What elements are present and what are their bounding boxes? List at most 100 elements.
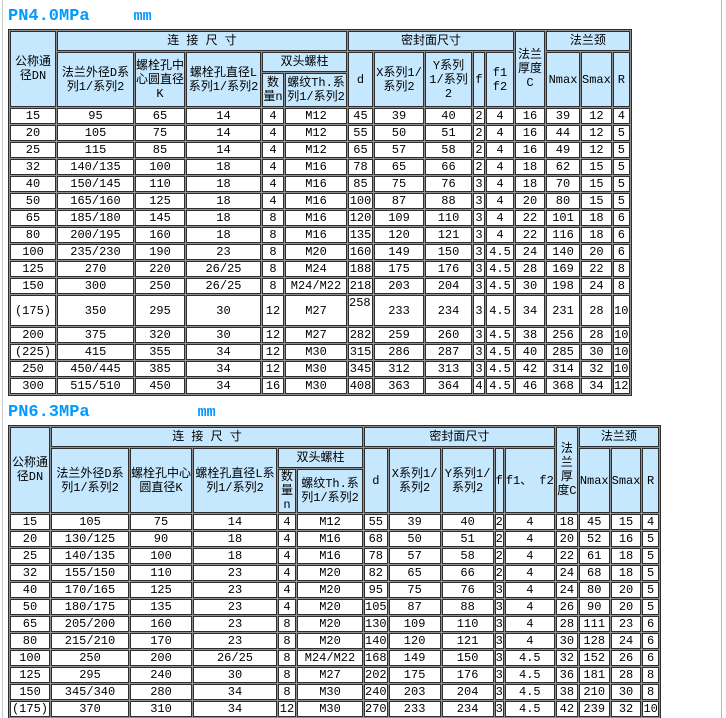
table-cell: 32 xyxy=(555,650,578,666)
table-cell: 355 xyxy=(135,344,185,360)
table-cell: 6 xyxy=(612,227,630,243)
table-cell: 4 xyxy=(262,193,284,209)
table-cell: 4 xyxy=(486,227,514,243)
table-row: 25 140/135 100 18 4 M16 78 57 58 2 4 22 61 18 5 xyxy=(10,548,659,564)
table-cell: 62 xyxy=(546,159,580,175)
table-cell: 4 xyxy=(504,565,555,581)
table-cell: M16 xyxy=(285,159,347,175)
table-cell: 22 xyxy=(515,227,545,243)
table-cell: 140 xyxy=(364,633,388,649)
table-cell: 24 xyxy=(555,582,578,598)
table-cell: 350 xyxy=(57,295,134,326)
table-cell: 120 xyxy=(374,227,424,243)
table-cell: M12 xyxy=(285,142,347,158)
table-cell: 200/195 xyxy=(57,227,134,243)
table-row: 300 515/510 450 34 16 M30 408 363 364 4 4.5 46 368 34… xyxy=(10,378,630,394)
table-cell: 204 xyxy=(425,278,472,294)
table-cell: 14 xyxy=(186,108,261,124)
table-cell: 23 xyxy=(186,244,261,260)
table-cell: 4.5 xyxy=(486,361,514,377)
table-cell: 22 xyxy=(581,261,612,277)
table-cell: M20 xyxy=(297,633,363,649)
table-cell: 16 xyxy=(515,125,545,141)
table-cell: 200 xyxy=(10,327,56,343)
table-cell: 120 xyxy=(388,633,441,649)
table-cell: 34 xyxy=(515,295,545,326)
table-cell: 5 xyxy=(642,565,659,581)
table-cell: 28 xyxy=(610,667,642,683)
table-cell: M12 xyxy=(285,108,347,124)
table-cell: 85 xyxy=(135,142,185,158)
table-cell: 23 xyxy=(193,582,277,598)
table-cell: 20 xyxy=(10,125,56,141)
table-cell: 66 xyxy=(441,565,494,581)
table-cell: 40 xyxy=(10,176,56,192)
table-cell: 125 xyxy=(10,667,50,683)
table-row: 50 165/160 125 18 4 M16 100 87 88 3 4 20 80 15 5 xyxy=(10,193,630,209)
table-cell: 110 xyxy=(135,176,185,192)
table-cell: 363 xyxy=(374,378,424,394)
table-cell: 40 xyxy=(515,344,545,360)
table-cell: M24/M22 xyxy=(285,278,347,294)
table-cell: 150 xyxy=(425,244,472,260)
table-row: 65 205/200 160 23 8 M20 130 109 110 3 4 28 111 23 6 xyxy=(10,616,659,632)
table-cell: 87 xyxy=(388,599,441,615)
table-cell: M30 xyxy=(285,378,347,394)
table-cell: 121 xyxy=(425,227,472,243)
table-cell: 203 xyxy=(388,684,441,700)
table-cell: 51 xyxy=(425,125,472,141)
col-header-y: Y系列1/系列2 xyxy=(425,52,472,107)
table-cell: 90 xyxy=(130,531,192,547)
table-cell: 4 xyxy=(504,599,555,615)
table-cell: 256 xyxy=(546,327,580,343)
table-cell: 100 xyxy=(130,548,192,564)
table-cell: 12 xyxy=(262,295,284,326)
col-header-f1f2: f1、 f2 xyxy=(504,448,555,513)
table-cell: 100 xyxy=(10,650,50,666)
table-cell: M24/M22 xyxy=(297,650,363,666)
table-cell: M27 xyxy=(285,327,347,343)
table-cell: 39 xyxy=(374,108,424,124)
table-cell: 116 xyxy=(546,227,580,243)
table-cell: 15 xyxy=(10,108,56,124)
table-cell: 175 xyxy=(374,261,424,277)
table-cell: 110 xyxy=(130,565,192,581)
table-row: 50 180/175 135 23 4 M20 105 87 88 3 4 26 90 20 5 xyxy=(10,599,659,615)
table-cell: 239 xyxy=(578,701,610,717)
table-cell: 4 xyxy=(504,531,555,547)
table-cell: 8 xyxy=(278,684,296,700)
table-cell: 6 xyxy=(642,616,659,632)
table-row: 200 375 320 30 12 M27 282 259 260 3 4.5 38 256 28 10 xyxy=(10,327,630,343)
col-header-x: X系列1/系列2 xyxy=(374,52,424,107)
table-cell: 45 xyxy=(348,108,373,124)
table-cell: 295 xyxy=(135,295,185,326)
table-cell: 364 xyxy=(425,378,472,394)
table-cell: 3 xyxy=(494,667,504,683)
table-cell: 8 xyxy=(278,650,296,666)
col-header-d: d xyxy=(348,52,373,107)
table-cell: 100 xyxy=(10,244,56,260)
table-cell: 4 xyxy=(486,176,514,192)
table-cell: 4 xyxy=(278,582,296,598)
table-cell: 2 xyxy=(494,514,504,530)
table-cell: 18 xyxy=(581,210,612,226)
table-cell: 20 xyxy=(581,244,612,260)
col-header-n: 数量n xyxy=(278,469,296,513)
col-header-r: R xyxy=(642,448,659,513)
table-cell: 4.5 xyxy=(486,244,514,260)
table-cell: 65 xyxy=(10,210,56,226)
col-header-nmax: Nmax xyxy=(578,448,610,513)
table-cell: 8 xyxy=(642,667,659,683)
table-cell: 121 xyxy=(441,633,494,649)
table-cell: 8 xyxy=(262,227,284,243)
table-cell: 235/230 xyxy=(57,244,134,260)
content: PN4.0MPa mm 公称通径DN 连 接 尺 寸 密封面尺寸 法兰厚度C 法… xyxy=(8,0,661,718)
table-cell: 3 xyxy=(473,278,485,294)
table-row: 100 235/230 190 23 8 M20 160 149 150 3 4.5 24 140 20 6 xyxy=(10,244,630,260)
table-cell: 2 xyxy=(473,108,485,124)
table-row: 15 95 65 14 4 M12 45 39 40 2 4 16 39 12 4 xyxy=(10,108,630,124)
col-header-l: 螺栓孔直径L系列1/系列2 xyxy=(193,448,277,513)
table-cell: 3 xyxy=(494,701,504,717)
table-cell: 10 xyxy=(642,701,659,717)
